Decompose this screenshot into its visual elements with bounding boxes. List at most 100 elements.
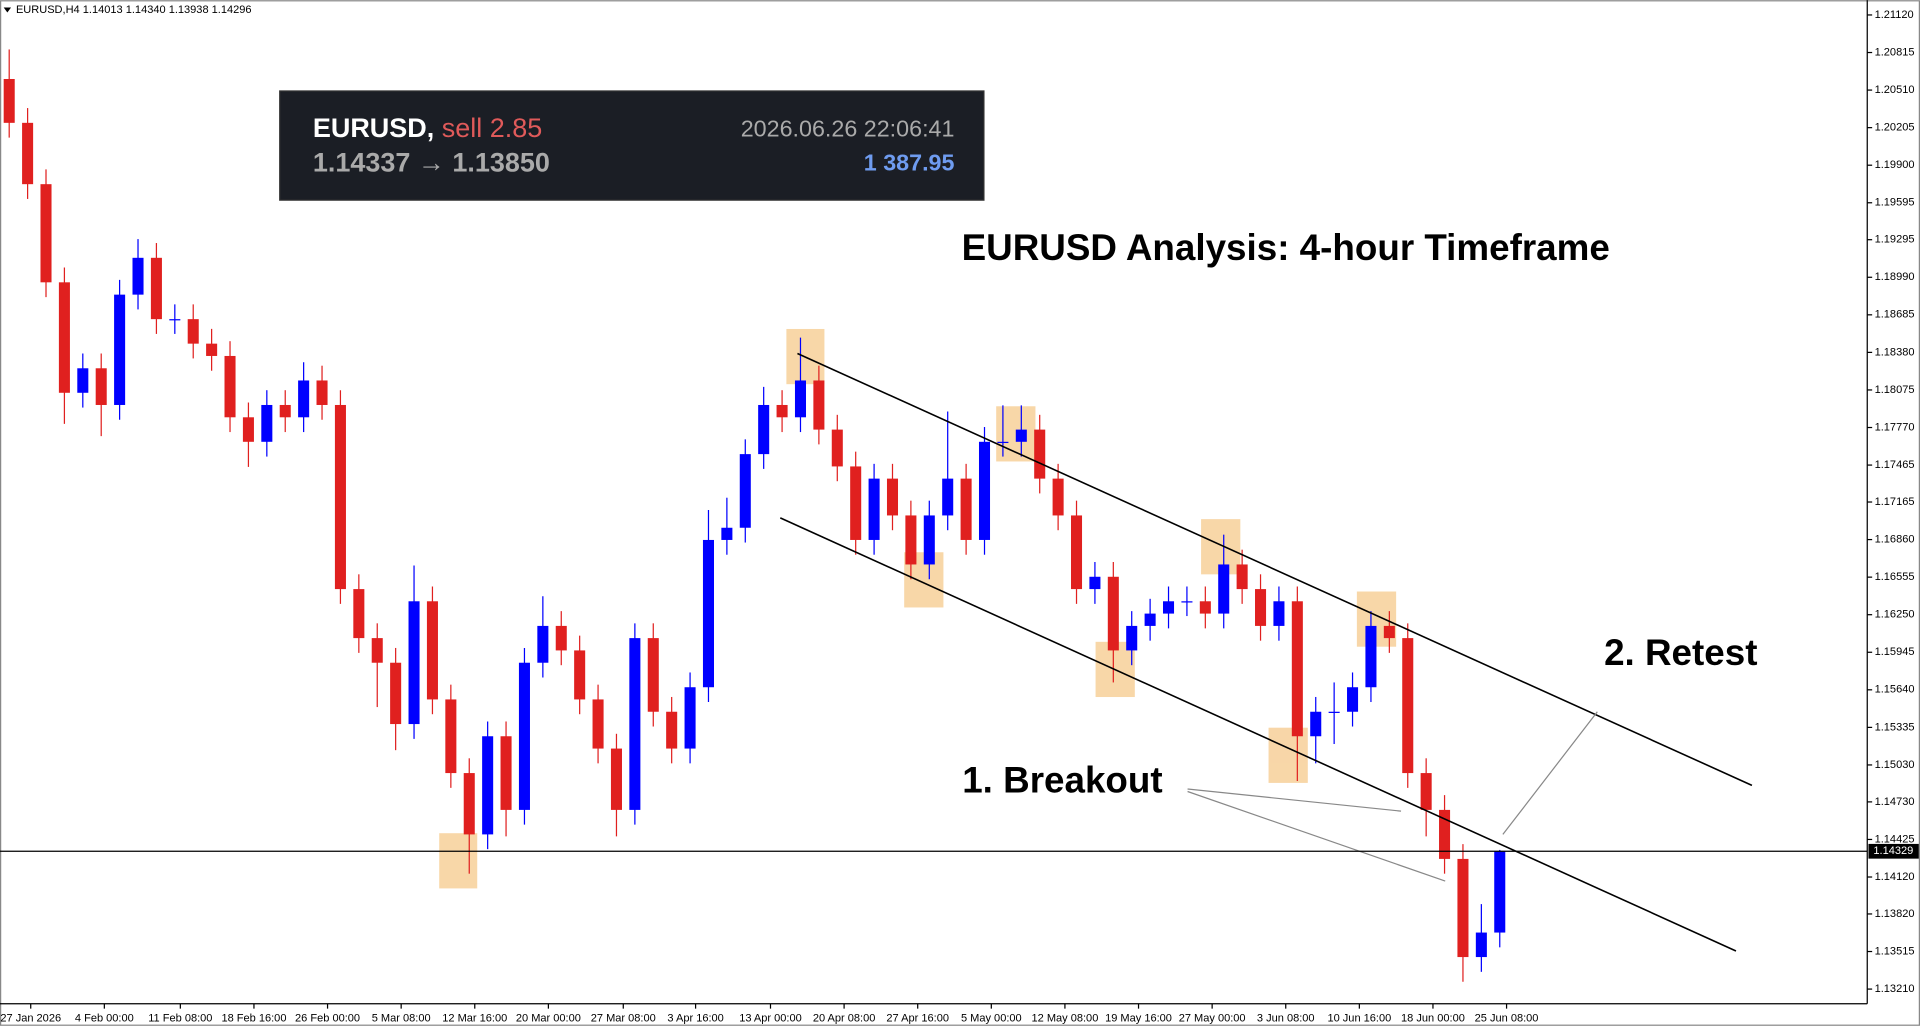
candle-body bbox=[1199, 601, 1211, 614]
leader-line bbox=[1502, 711, 1598, 835]
candle-body bbox=[1439, 809, 1451, 859]
candle-body bbox=[960, 478, 972, 540]
x-tick-label: 4 Feb 00:00 bbox=[75, 1012, 134, 1024]
channel-lower bbox=[779, 517, 1737, 952]
trade-profit: 1 387.95 bbox=[864, 150, 955, 176]
candle-body bbox=[390, 662, 402, 725]
candle-body bbox=[463, 773, 475, 835]
trade-time: 2026.06.26 22:06:41 bbox=[741, 115, 955, 141]
candle-body bbox=[758, 404, 770, 455]
candle-body bbox=[95, 368, 107, 405]
candle-body bbox=[1457, 858, 1469, 958]
x-tick-label: 5 Mar 08:00 bbox=[372, 1012, 431, 1024]
candle-body bbox=[831, 429, 843, 467]
x-tick-label: 19 May 16:00 bbox=[1105, 1012, 1172, 1024]
y-tick-label: 1.14425 bbox=[1875, 833, 1915, 845]
candle-body bbox=[482, 736, 494, 835]
trade-panel bbox=[279, 90, 985, 201]
candle-body bbox=[150, 257, 162, 320]
highlight-box bbox=[439, 833, 478, 889]
y-tick-label: 1.16555 bbox=[1875, 571, 1915, 583]
candle-body bbox=[445, 699, 457, 774]
candle-body bbox=[1236, 564, 1248, 590]
x-tick-label: 13 Apr 00:00 bbox=[739, 1012, 802, 1024]
candle-body bbox=[353, 589, 365, 639]
x-tick-label: 26 Feb 00:00 bbox=[295, 1012, 360, 1024]
candle-body bbox=[537, 625, 549, 663]
candle-body bbox=[279, 404, 291, 418]
y-tick-label: 1.15945 bbox=[1875, 646, 1915, 658]
y-tick-label: 1.20510 bbox=[1875, 84, 1915, 96]
x-tick-label: 5 May 00:00 bbox=[961, 1012, 1022, 1024]
y-tick-label: 1.15030 bbox=[1875, 759, 1915, 771]
candle-body bbox=[666, 711, 678, 749]
x-tick-label: 20 Apr 08:00 bbox=[813, 1012, 876, 1024]
candle-body bbox=[684, 687, 696, 749]
breakout-label: 1. Breakout bbox=[962, 760, 1162, 801]
y-tick-label: 1.13820 bbox=[1875, 908, 1915, 920]
x-tick-label: 12 Mar 16:00 bbox=[442, 1012, 507, 1024]
low: 1.13938 bbox=[169, 4, 209, 16]
candle-body bbox=[776, 404, 788, 418]
x-tick-label: 27 May 00:00 bbox=[1179, 1012, 1246, 1024]
candle-body bbox=[629, 638, 641, 810]
candle-body bbox=[1089, 576, 1101, 590]
x-tick-label: 27 Apr 16:00 bbox=[886, 1012, 949, 1024]
candle-body bbox=[169, 319, 181, 321]
candle-body bbox=[647, 638, 659, 712]
exit-price: 1.13850 bbox=[452, 148, 550, 178]
arrow: → bbox=[418, 148, 445, 178]
candle-body bbox=[1383, 625, 1395, 639]
x-tick-label: 11 Feb 08:00 bbox=[148, 1012, 212, 1024]
candle-body bbox=[1291, 601, 1303, 737]
trade-prices: 1.14337 → 1.13850 bbox=[313, 148, 550, 178]
leader-line bbox=[1187, 788, 1402, 812]
y-tick-label: 1.15335 bbox=[1875, 721, 1915, 733]
y-tick-label: 1.21120 bbox=[1875, 9, 1914, 21]
candle-body bbox=[1255, 589, 1267, 626]
candle-body bbox=[242, 417, 254, 442]
symbol: EURUSD,H4 bbox=[16, 4, 80, 16]
y-tick-label: 1.20205 bbox=[1875, 122, 1915, 134]
x-tick-label: 18 Feb 16:00 bbox=[221, 1012, 286, 1024]
candle-body bbox=[132, 257, 144, 295]
channel bbox=[779, 352, 1753, 952]
x-tick-label: 3 Jun 08:00 bbox=[1257, 1012, 1315, 1024]
candle-body bbox=[1402, 638, 1414, 774]
candle-body bbox=[1034, 429, 1046, 479]
candle-body bbox=[1144, 613, 1156, 626]
x-tick-label: 25 Jun 08:00 bbox=[1475, 1012, 1539, 1024]
candle-body bbox=[22, 122, 34, 185]
header: EURUSD,H4 1.14013 1.14340 1.13938 1.1429… bbox=[16, 4, 252, 16]
candle-body bbox=[316, 380, 328, 405]
x-tick-label: 27 Jan 2026 bbox=[0, 1012, 61, 1024]
leader-lines bbox=[1187, 711, 1598, 882]
candle-body bbox=[905, 515, 917, 565]
candle-body bbox=[794, 380, 807, 418]
candle-body bbox=[1310, 711, 1322, 737]
candle-body bbox=[298, 380, 310, 418]
candle-body bbox=[1181, 601, 1193, 603]
candle-body bbox=[334, 404, 346, 590]
y-tick-label: 1.17770 bbox=[1875, 421, 1915, 433]
candle-body bbox=[868, 478, 880, 540]
candle-body bbox=[610, 748, 622, 810]
y-tick-label: 1.18075 bbox=[1875, 384, 1915, 396]
candle-body bbox=[224, 355, 236, 418]
candle-body bbox=[261, 404, 273, 442]
candle-body bbox=[1163, 601, 1175, 614]
menu-triangle[interactable] bbox=[3, 7, 12, 13]
candle-body bbox=[574, 650, 586, 700]
trade-action: sell 2.85 bbox=[442, 113, 543, 143]
y-tick-label: 1.14120 bbox=[1875, 871, 1915, 883]
candle-body bbox=[1107, 576, 1119, 651]
candle-body bbox=[721, 527, 733, 540]
candle-body bbox=[500, 736, 512, 810]
current-price-box bbox=[1868, 843, 1919, 859]
y-tick-label: 1.18990 bbox=[1875, 271, 1915, 283]
candle-body bbox=[1218, 564, 1230, 614]
y-tick-label: 1.14730 bbox=[1875, 796, 1915, 808]
trade-line: EURUSD, sell 2.85 bbox=[313, 113, 542, 143]
candle-body bbox=[592, 699, 604, 749]
